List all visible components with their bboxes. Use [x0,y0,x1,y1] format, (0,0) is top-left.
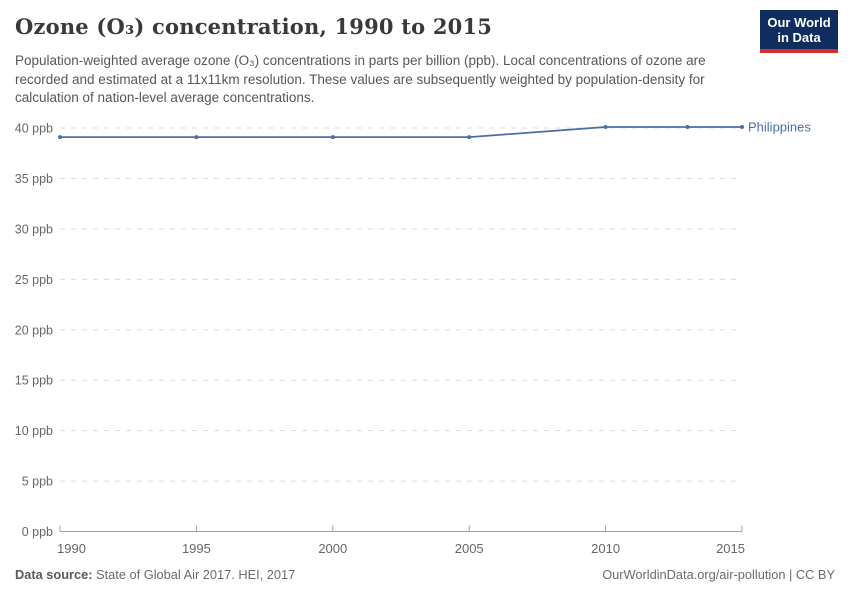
y-tick-label: 10 ppb [15,424,53,438]
data-point [685,125,690,129]
x-tick-label: 1995 [182,541,211,556]
page-title: Ozone (O₃) concentration, 1990 to 2015 [15,14,493,39]
x-tick-label: 1990 [57,541,86,556]
data-point [740,125,744,129]
y-tick-label: 25 ppb [15,273,53,287]
credit-link[interactable]: OurWorldinData.org/air-pollution | CC BY [602,567,835,582]
series-line [60,126,742,139]
owid-logo-line1: Our World [767,15,831,30]
x-tick-label: 2010 [591,541,620,556]
data-source-label: Data source: [15,567,93,582]
data-source: Data source: State of Global Air 2017. H… [15,567,295,582]
data-point [467,135,472,140]
y-tick-label: 40 ppb [15,122,53,136]
data-point [603,125,608,129]
chart-footer: Data source: State of Global Air 2017. H… [15,567,835,582]
y-tick-label: 15 ppb [15,374,53,388]
y-tick-label: 0 ppb [22,525,53,539]
data-point [330,135,335,140]
x-tick-label: 2015 [716,541,745,556]
y-tick-label: 30 ppb [15,222,53,236]
owid-logo-line2: in Data [777,30,821,45]
data-point [194,135,199,140]
data-point [58,135,62,140]
owid-logo[interactable]: Our World in Data [760,10,838,53]
data-source-text: State of Global Air 2017. HEI, 2017 [92,567,296,582]
y-tick-label: 5 ppb [22,475,53,489]
x-tick-label: 2005 [455,541,484,556]
y-tick-label: 20 ppb [15,323,53,337]
y-tick-label: 35 ppb [15,172,53,186]
series-label: Philippines [748,119,811,134]
chart-subtitle: Population-weighted average ozone (O₃) c… [15,53,706,105]
x-tick-label: 2000 [318,541,347,556]
